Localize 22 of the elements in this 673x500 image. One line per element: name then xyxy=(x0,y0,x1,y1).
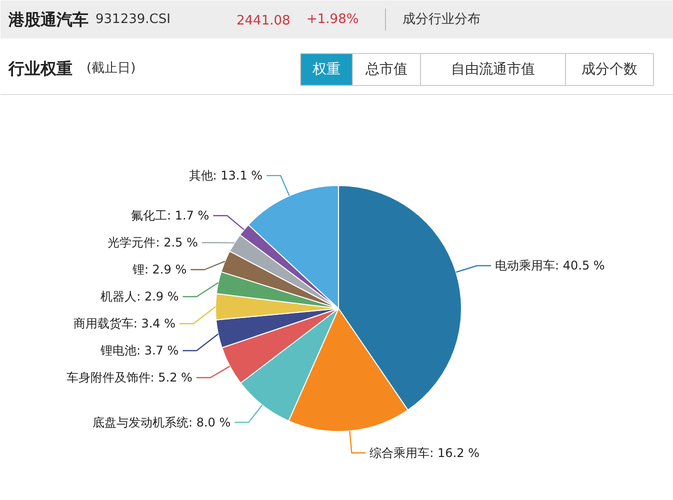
text: +1.98% xyxy=(306,12,359,27)
slice-label: 氟化工: 1.7 % xyxy=(130,208,210,223)
slice-label: 光学元件: 2.5 % xyxy=(108,236,198,250)
text: 自由流通市值 xyxy=(451,62,535,78)
text: 总市值 xyxy=(364,62,408,78)
text: 931239.CSI xyxy=(96,12,170,27)
slice-label: 底盘与发动机系统: 8.0 % xyxy=(92,415,231,430)
slice-label: 车身附件及饰件: 5.2 % xyxy=(66,370,192,385)
text: (截止日) xyxy=(86,61,136,76)
chart-title: 港股通汽车 xyxy=(8,10,88,29)
slice-label: 综合乘用车: 16.2 % xyxy=(370,446,480,460)
slice-label: 锂: 2.9 % xyxy=(131,262,187,277)
text: 成分个数 xyxy=(582,62,638,78)
slice-label: 锂电池: 3.7 % xyxy=(99,344,179,358)
text: 权重 xyxy=(312,62,340,78)
slice-label: 其他: 13.1 % xyxy=(188,168,263,183)
text: 2441.08 xyxy=(236,14,290,28)
slice-label: 电动乘用车: 40.5 % xyxy=(495,258,605,273)
text: 成分行业分布 xyxy=(402,12,480,27)
text: 行业权重 xyxy=(8,59,72,78)
slice-label: 商用载货车: 3.4 % xyxy=(73,316,176,331)
slice-label: 机器人: 2.9 % xyxy=(100,290,179,304)
